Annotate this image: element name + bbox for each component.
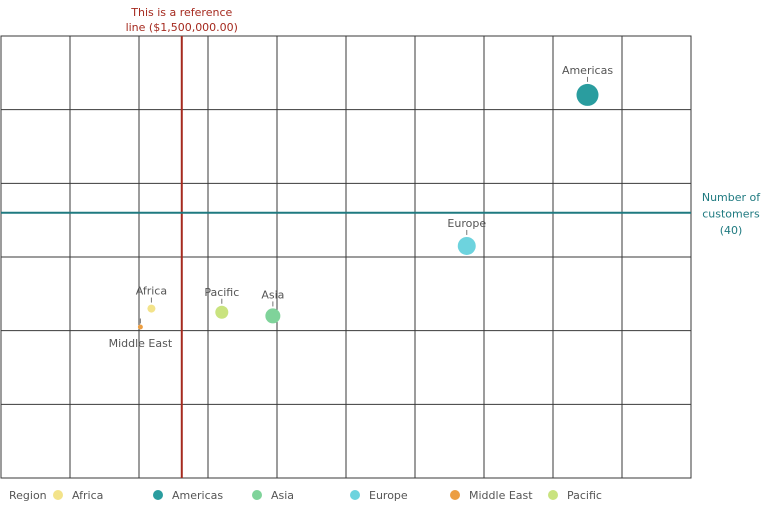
legend-swatch bbox=[350, 490, 360, 500]
reference-line-x-label: line ($1,500,000.00) bbox=[126, 21, 238, 34]
data-point bbox=[215, 305, 229, 319]
legend-title: Region bbox=[9, 489, 47, 502]
data-point bbox=[137, 324, 143, 330]
point-label: Middle East bbox=[109, 337, 173, 350]
legend-swatch bbox=[153, 490, 163, 500]
point-label: Pacific bbox=[204, 286, 239, 299]
legend-label: Middle East bbox=[469, 489, 533, 502]
legend-swatch bbox=[450, 490, 460, 500]
legend-label: Asia bbox=[271, 489, 294, 502]
reference-line-x-label: This is a reference bbox=[130, 6, 232, 19]
point-label: Americas bbox=[562, 64, 613, 77]
data-point bbox=[265, 308, 281, 324]
legend-label: Europe bbox=[369, 489, 408, 502]
legend-swatch bbox=[252, 490, 262, 500]
legend-swatch bbox=[548, 490, 558, 500]
data-point bbox=[457, 236, 476, 255]
legend-label: Africa bbox=[72, 489, 103, 502]
legend-label: Americas bbox=[172, 489, 223, 502]
point-label: Europe bbox=[447, 217, 486, 230]
legend-label: Pacific bbox=[567, 489, 602, 502]
reference-line-y-label: customers bbox=[702, 207, 760, 220]
reference-line-y-label: (40) bbox=[720, 224, 743, 237]
reference-line-y-label: Number of bbox=[702, 191, 761, 204]
legend-swatch bbox=[53, 490, 63, 500]
reference-lines: This is a reference line ($1,500,000.00) N… bbox=[1, 6, 761, 478]
data-point bbox=[147, 304, 156, 313]
point-label: Africa bbox=[136, 285, 167, 298]
point-label: Asia bbox=[261, 288, 284, 301]
data-points: Americas Europe Asia Pacific Africa Middle Ea… bbox=[109, 64, 614, 350]
legend: Region Africa Americas Asia Europe Middle Eas… bbox=[9, 489, 602, 502]
data-point bbox=[576, 83, 599, 106]
grid bbox=[0, 35, 692, 479]
